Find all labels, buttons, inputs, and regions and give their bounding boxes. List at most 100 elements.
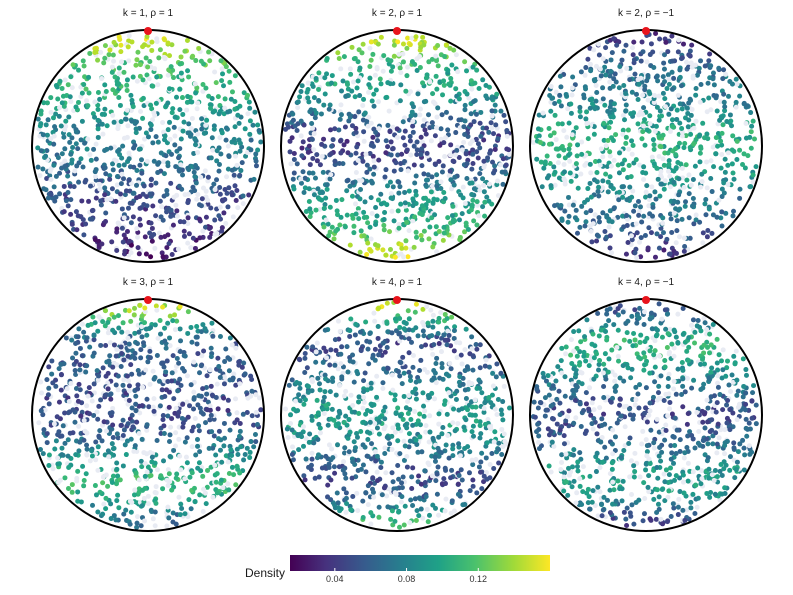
panel-5-point bbox=[443, 371, 449, 377]
panel-3-point bbox=[676, 176, 682, 182]
panel-4-point bbox=[144, 469, 150, 475]
panel-3-point bbox=[574, 153, 580, 159]
panel-5-point bbox=[406, 336, 412, 342]
panel-4-point bbox=[73, 371, 79, 377]
panel-4-point bbox=[152, 375, 158, 381]
panel-2-point bbox=[453, 52, 459, 58]
panel-4-point bbox=[180, 366, 186, 372]
panel-4-point bbox=[179, 415, 185, 421]
panel-4-point bbox=[128, 362, 134, 368]
panel-3-point bbox=[562, 178, 568, 184]
panel-5-point bbox=[469, 457, 475, 463]
panel-2-point bbox=[403, 245, 409, 251]
panel-3-point bbox=[636, 112, 642, 118]
panel-3-point bbox=[730, 133, 736, 139]
panel-1-point bbox=[234, 187, 240, 193]
panel-4-point bbox=[94, 409, 100, 415]
panel-5-point bbox=[470, 483, 476, 489]
panel-4-point bbox=[105, 330, 111, 336]
panel-1-point bbox=[99, 241, 105, 247]
panel-1-point bbox=[201, 185, 206, 191]
panel-1-point bbox=[102, 147, 108, 153]
panel-5-point bbox=[499, 452, 505, 458]
panel-3-point bbox=[674, 107, 680, 113]
panel-2-point bbox=[302, 175, 308, 181]
panel-1-point bbox=[126, 33, 132, 39]
panel-4-point bbox=[45, 392, 51, 398]
panel-4-point bbox=[81, 329, 87, 335]
panel-1-point bbox=[186, 130, 192, 136]
panel-2-point bbox=[346, 118, 352, 124]
panel-4-point bbox=[235, 452, 241, 458]
panel-2-point bbox=[396, 225, 402, 231]
panel-4-point bbox=[208, 345, 214, 351]
panel-4-point bbox=[95, 328, 101, 334]
panel-5-point bbox=[289, 427, 295, 433]
panel-2-point bbox=[333, 228, 339, 234]
panel-1-point bbox=[237, 172, 243, 178]
panel-5-point bbox=[428, 307, 434, 313]
panel-1-point bbox=[232, 98, 238, 104]
panel-1-point bbox=[110, 167, 116, 173]
panel-2-point bbox=[483, 83, 489, 89]
panel-4-point bbox=[196, 460, 202, 466]
panel-4-point bbox=[162, 338, 168, 344]
panel-3-point bbox=[538, 159, 544, 165]
panel-1-point bbox=[157, 47, 163, 53]
panel-5-point bbox=[448, 475, 454, 481]
panel-2-point bbox=[455, 69, 461, 75]
panel-5-point bbox=[336, 505, 342, 511]
panel-2-point bbox=[473, 111, 479, 117]
panel-3-point bbox=[603, 171, 609, 177]
panel-2-point bbox=[311, 131, 317, 137]
panel-2-point bbox=[326, 233, 332, 239]
panel-2-point bbox=[440, 237, 446, 243]
panel-5-point bbox=[368, 521, 374, 527]
panel-3-point bbox=[729, 161, 735, 167]
panel-2-point bbox=[432, 212, 438, 218]
panel-2-point bbox=[314, 152, 320, 158]
panel-5-point bbox=[309, 456, 315, 462]
panel-4-point bbox=[162, 325, 168, 331]
panel-2-point bbox=[426, 236, 432, 242]
panel-2-point bbox=[309, 121, 315, 127]
panel-3-point bbox=[565, 106, 571, 112]
panel-1-point bbox=[230, 214, 236, 220]
panel-2-point bbox=[443, 135, 449, 141]
panel-6-point bbox=[724, 365, 730, 371]
panel-3-point bbox=[661, 247, 667, 253]
panel-1-point bbox=[35, 145, 41, 151]
panel-3-point bbox=[656, 93, 662, 99]
panel-3-point bbox=[691, 125, 697, 131]
panel-3-point bbox=[643, 189, 649, 195]
panel-2-point bbox=[429, 120, 435, 126]
panel-5-point bbox=[501, 383, 507, 389]
panel-1-point bbox=[214, 231, 220, 237]
panel-4-point bbox=[182, 439, 188, 445]
panel-4-point bbox=[133, 407, 139, 413]
panel-3-point bbox=[666, 162, 672, 168]
panel-1-point bbox=[119, 206, 125, 212]
panel-5-point bbox=[305, 383, 311, 389]
panel-4-point bbox=[209, 429, 215, 435]
panel-1-point bbox=[170, 222, 176, 228]
panel-5-point bbox=[462, 347, 468, 353]
panel-5-point bbox=[447, 360, 453, 366]
panel-4-point bbox=[177, 304, 183, 310]
panel-1-point bbox=[185, 221, 191, 227]
panel-1-point bbox=[78, 156, 84, 162]
panel-4-point bbox=[194, 341, 200, 347]
panel-1-point bbox=[93, 167, 99, 173]
panel-3-point bbox=[710, 212, 716, 218]
panel-2-point bbox=[362, 199, 368, 205]
panel-5-point bbox=[416, 513, 422, 519]
panel-2-point bbox=[403, 88, 409, 94]
panel-2-point bbox=[317, 162, 323, 168]
panel-4-point bbox=[205, 399, 211, 405]
panel-3-point bbox=[656, 154, 662, 160]
panel-4-point bbox=[114, 481, 119, 487]
panel-3-point bbox=[726, 93, 732, 99]
panel-2-point bbox=[451, 182, 457, 188]
panel-2-point bbox=[384, 202, 390, 208]
panel-2-point bbox=[298, 89, 304, 95]
